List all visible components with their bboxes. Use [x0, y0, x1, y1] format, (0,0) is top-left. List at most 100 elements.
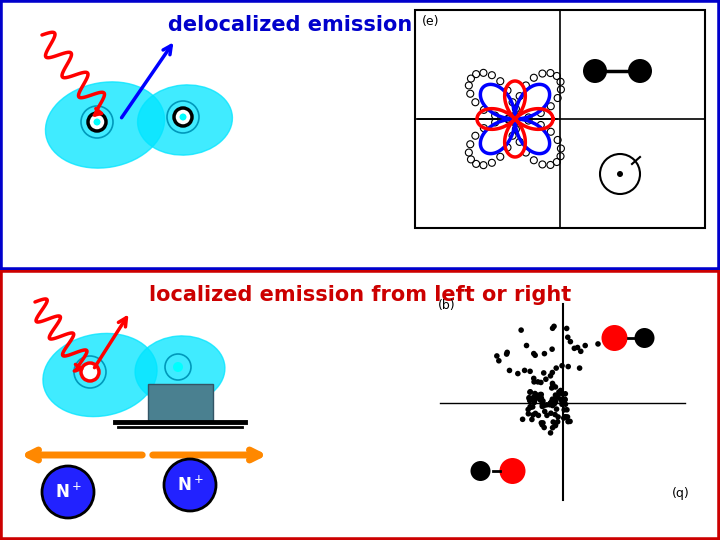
Circle shape — [500, 458, 526, 484]
Circle shape — [558, 396, 563, 402]
Circle shape — [532, 353, 538, 358]
Circle shape — [575, 345, 580, 350]
Circle shape — [564, 414, 570, 420]
Circle shape — [558, 388, 564, 393]
Circle shape — [470, 461, 490, 481]
Circle shape — [553, 396, 558, 401]
Circle shape — [505, 349, 510, 355]
Circle shape — [549, 346, 555, 352]
Circle shape — [531, 351, 536, 356]
Circle shape — [550, 397, 556, 403]
Circle shape — [554, 365, 559, 371]
Circle shape — [530, 404, 536, 410]
Circle shape — [549, 396, 555, 402]
Circle shape — [496, 358, 502, 363]
Circle shape — [546, 402, 552, 408]
Text: (q): (q) — [672, 487, 690, 500]
Bar — [148, 384, 213, 422]
Circle shape — [548, 430, 554, 436]
Circle shape — [538, 380, 544, 385]
Circle shape — [538, 397, 543, 403]
Circle shape — [527, 389, 533, 395]
Circle shape — [578, 348, 584, 354]
Circle shape — [531, 396, 537, 402]
Ellipse shape — [135, 336, 225, 404]
Circle shape — [541, 403, 546, 408]
Circle shape — [553, 422, 558, 428]
Circle shape — [540, 420, 546, 426]
Circle shape — [494, 353, 500, 359]
Circle shape — [531, 376, 536, 381]
Circle shape — [507, 368, 512, 373]
Circle shape — [553, 392, 558, 398]
Circle shape — [515, 371, 521, 376]
Circle shape — [565, 364, 571, 369]
Circle shape — [531, 395, 536, 400]
Ellipse shape — [138, 85, 233, 155]
Circle shape — [548, 410, 554, 416]
Circle shape — [550, 382, 555, 387]
Circle shape — [173, 362, 183, 372]
Circle shape — [88, 113, 106, 131]
Circle shape — [539, 403, 545, 409]
Circle shape — [81, 363, 99, 381]
Circle shape — [537, 392, 543, 397]
Circle shape — [634, 328, 654, 348]
Circle shape — [601, 325, 628, 351]
Circle shape — [533, 410, 539, 416]
Circle shape — [533, 392, 539, 397]
Circle shape — [564, 407, 570, 413]
Circle shape — [559, 363, 565, 368]
Circle shape — [553, 384, 558, 390]
Circle shape — [536, 413, 541, 418]
Circle shape — [527, 404, 533, 409]
Circle shape — [628, 59, 652, 83]
Circle shape — [526, 395, 532, 401]
Ellipse shape — [43, 333, 157, 416]
Circle shape — [527, 397, 533, 402]
Circle shape — [564, 326, 570, 331]
Text: (b): (b) — [438, 299, 456, 312]
Circle shape — [539, 397, 544, 402]
Text: (e): (e) — [422, 15, 439, 28]
Circle shape — [559, 401, 564, 407]
Circle shape — [572, 346, 577, 351]
Circle shape — [555, 419, 560, 424]
Text: delocalized emission from g or u: delocalized emission from g or u — [168, 15, 552, 35]
Circle shape — [552, 401, 557, 407]
Circle shape — [526, 395, 532, 401]
Circle shape — [559, 390, 564, 396]
Circle shape — [567, 339, 573, 345]
Circle shape — [595, 341, 600, 347]
Circle shape — [526, 411, 531, 416]
Circle shape — [549, 385, 554, 391]
Circle shape — [532, 397, 538, 402]
Circle shape — [529, 417, 535, 422]
Circle shape — [42, 466, 94, 518]
Circle shape — [520, 416, 526, 422]
Text: localized emission from left or right: localized emission from left or right — [149, 285, 571, 305]
Circle shape — [539, 392, 544, 397]
Circle shape — [535, 394, 540, 400]
Circle shape — [577, 365, 582, 371]
Circle shape — [539, 395, 544, 401]
Circle shape — [518, 327, 524, 333]
Circle shape — [174, 108, 192, 126]
Circle shape — [561, 400, 566, 405]
Circle shape — [544, 402, 549, 408]
Circle shape — [504, 351, 510, 357]
Circle shape — [550, 403, 555, 408]
Circle shape — [549, 399, 554, 404]
Circle shape — [553, 399, 559, 404]
Circle shape — [528, 404, 534, 410]
Circle shape — [562, 397, 567, 402]
Circle shape — [535, 379, 541, 384]
Circle shape — [617, 171, 623, 177]
Circle shape — [553, 423, 558, 428]
Circle shape — [557, 390, 563, 395]
Circle shape — [565, 419, 571, 424]
Circle shape — [539, 402, 545, 407]
Circle shape — [565, 334, 570, 340]
Circle shape — [540, 398, 546, 404]
Circle shape — [539, 422, 545, 428]
